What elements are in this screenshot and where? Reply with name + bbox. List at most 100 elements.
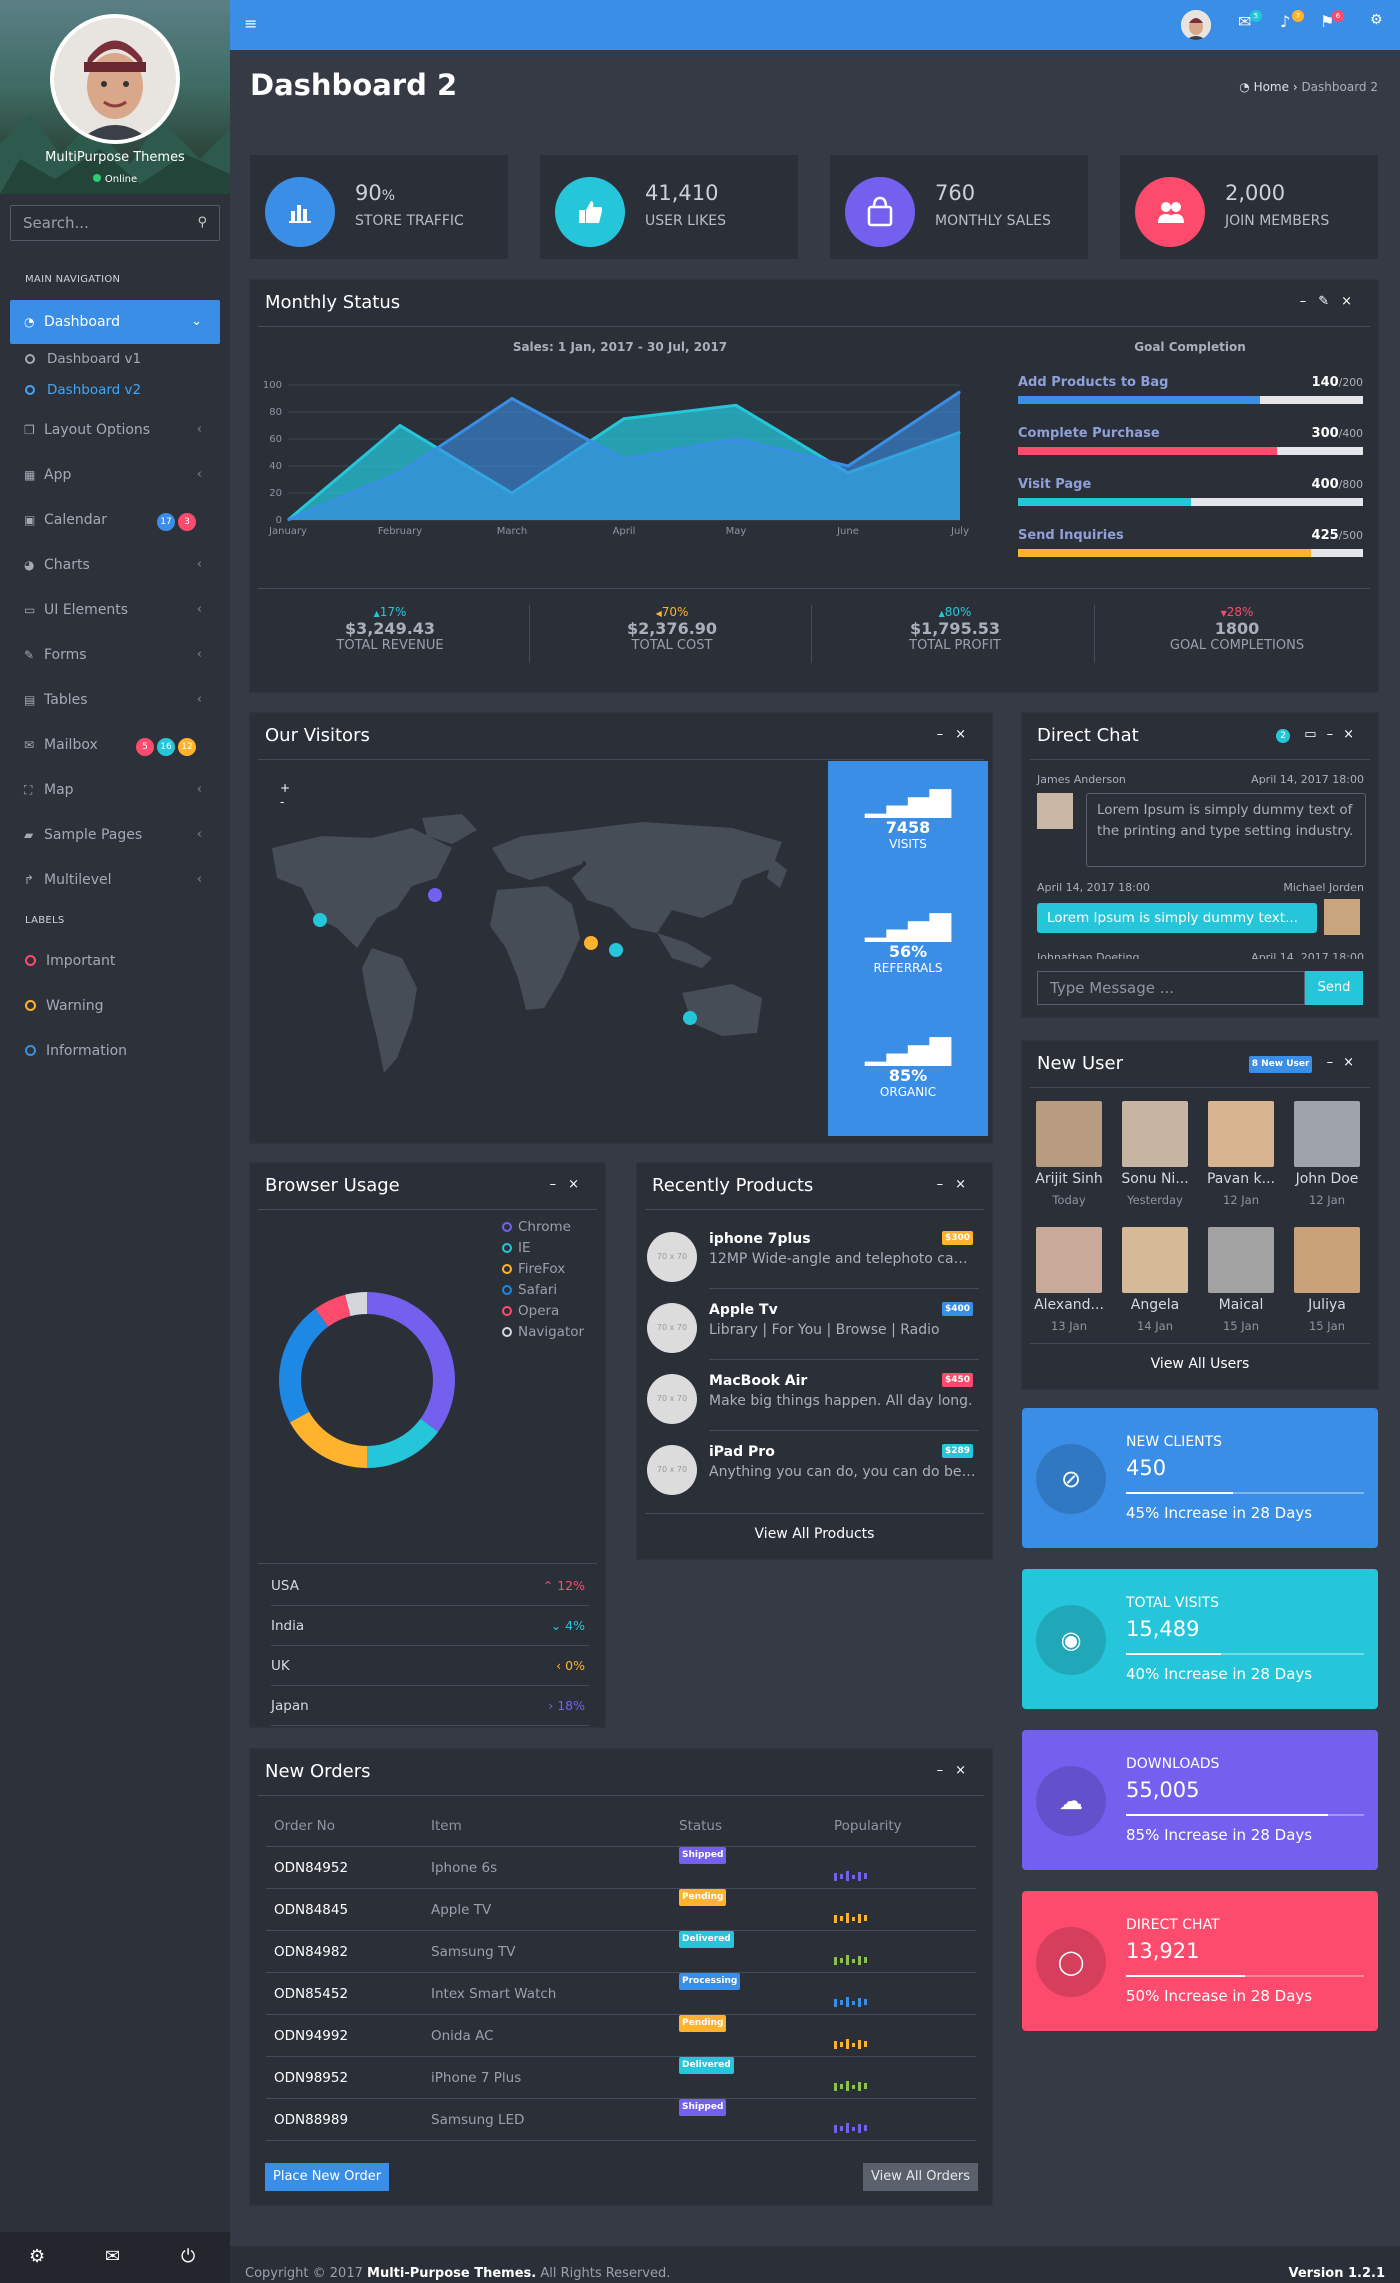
sparkline-bar: [840, 2000, 843, 2005]
map-marker[interactable]: [609, 943, 623, 957]
map-marker[interactable]: [313, 913, 327, 927]
sidebar-item-layout-options[interactable]: ❐ Layout Options ‹: [10, 408, 220, 452]
map-marker[interactable]: [428, 888, 442, 902]
sidebar-item-app[interactable]: ▦ App ‹: [10, 453, 220, 497]
divider: [709, 1288, 979, 1289]
product-name[interactable]: Apple Tv: [709, 1302, 778, 1318]
sidebar-item-ui-elements[interactable]: ▭ UI Elements ‹: [10, 588, 220, 632]
product-name[interactable]: MacBook Air: [709, 1373, 808, 1389]
table-row[interactable]: ODN84982 Samsung TV Delivered: [266, 1931, 976, 1973]
table-row[interactable]: ODN84952 Iphone 6s Shipped: [266, 1847, 976, 1889]
avatar[interactable]: [1294, 1227, 1360, 1293]
minimize-icon[interactable]: –: [1326, 1055, 1344, 1070]
avatar[interactable]: [1036, 1101, 1102, 1167]
zoom-in-button[interactable]: +: [280, 781, 291, 795]
product-item[interactable]: 70 x 70 MacBook Air Make big things happen…: [647, 1361, 987, 1431]
product-item[interactable]: 70 x 70 iphone 7plus 12MP Wide-angle and t…: [647, 1219, 987, 1289]
place-new-order-button[interactable]: Place New Order: [265, 2163, 390, 2191]
wrench-icon[interactable]: ✎: [1318, 294, 1342, 309]
zoom-out-button[interactable]: -: [280, 795, 285, 809]
view-all-orders-button[interactable]: View All Orders: [863, 2163, 978, 2191]
sidebar-item-map[interactable]: ⛶ Map ‹: [10, 768, 220, 812]
product-name[interactable]: iPad Pro: [709, 1444, 775, 1460]
close-icon[interactable]: ×: [1341, 294, 1364, 309]
sidebar-item-calendar[interactable]: ▣ Calendar 17 3: [10, 498, 220, 542]
minimize-icon[interactable]: –: [1299, 294, 1319, 309]
box-title: Monthly Status: [265, 292, 401, 313]
power-icon[interactable]: ⏻: [181, 2246, 196, 2267]
donut-slice: [315, 1294, 351, 1327]
product-item[interactable]: 70 x 70 Apple Tv Library | For You | Brows…: [647, 1290, 987, 1360]
label-important[interactable]: Important: [25, 953, 115, 969]
table-row[interactable]: ODN94992 Onida AC Pending: [266, 2015, 976, 2057]
close-icon[interactable]: ×: [1343, 1055, 1364, 1070]
sidebar-item-dashboard[interactable]: ◔ Dashboard ⌄: [10, 300, 220, 344]
sidebar-item-charts[interactable]: ◕ Charts ‹: [10, 543, 220, 587]
map-zoom-controls: + -: [280, 781, 290, 809]
avatar[interactable]: [1208, 1101, 1274, 1167]
map-marker[interactable]: [683, 1011, 697, 1025]
table-row[interactable]: ODN85452 Intex Smart Watch Processing: [266, 1973, 976, 2015]
user-name[interactable]: Juliya: [1308, 1297, 1346, 1313]
product-item[interactable]: 70 x 70 iPad Pro Anything you can do, you …: [647, 1432, 987, 1502]
data-point: [735, 438, 737, 440]
view-all-products-link[interactable]: View All Products: [754, 1526, 875, 1542]
close-icon[interactable]: ×: [955, 1177, 978, 1192]
user-name[interactable]: Arijit Sinh: [1035, 1171, 1103, 1187]
product-name[interactable]: iphone 7plus: [709, 1231, 811, 1247]
table-row[interactable]: ODN84845 Apple TV Pending: [266, 1889, 976, 1931]
menu-toggle-icon[interactable]: ≡: [244, 14, 258, 33]
envelope-icon[interactable]: ✉: [1238, 12, 1252, 31]
sidebar-item-dashboard-v1[interactable]: Dashboard v1: [25, 351, 141, 367]
user-name[interactable]: John Doe: [1295, 1171, 1359, 1187]
user-name[interactable]: Angela: [1130, 1297, 1180, 1313]
search-input[interactable]: Search... ⚲: [10, 205, 220, 241]
user-name[interactable]: Alexand...: [1034, 1297, 1104, 1313]
divider: [1030, 759, 1370, 760]
bell-icon[interactable]: ♪: [1280, 12, 1291, 31]
search-icon[interactable]: ⚲: [197, 215, 207, 230]
close-icon[interactable]: ×: [1343, 727, 1364, 742]
table-row[interactable]: ODN98952 iPhone 7 Plus Delivered: [266, 2057, 976, 2099]
chat-message-input[interactable]: Type Message ...: [1037, 971, 1305, 1005]
user-name[interactable]: Pavan k...: [1206, 1171, 1276, 1187]
avatar[interactable]: [1294, 1101, 1360, 1167]
envelope-icon[interactable]: ✉: [105, 2246, 121, 2267]
avatar[interactable]: [1122, 1227, 1188, 1293]
minimize-icon[interactable]: –: [1326, 727, 1344, 742]
avatar[interactable]: [1122, 1101, 1188, 1167]
close-icon[interactable]: ×: [955, 1763, 978, 1778]
minimize-icon[interactable]: –: [936, 1763, 956, 1778]
map-marker[interactable]: [584, 936, 598, 950]
brand-link[interactable]: Multi-Purpose Themes.: [367, 2266, 537, 2281]
close-icon[interactable]: ×: [568, 1177, 591, 1192]
gear-icon[interactable]: ⚙: [29, 2246, 46, 2267]
minimize-icon[interactable]: –: [936, 1177, 956, 1192]
label-information[interactable]: Information: [25, 1043, 127, 1059]
breadcrumb-home[interactable]: Home: [1253, 80, 1289, 94]
sidebar-item-tables[interactable]: ▤ Tables ‹: [10, 678, 220, 722]
avatar[interactable]: [1208, 1227, 1274, 1293]
comments-icon[interactable]: ▭: [1304, 727, 1327, 742]
send-button[interactable]: Send: [1305, 971, 1363, 1005]
user-name[interactable]: Maical: [1218, 1297, 1264, 1313]
sidebar-item-mailbox[interactable]: ✉ Mailbox 5 16 12: [10, 723, 220, 767]
avatar[interactable]: [1036, 1227, 1102, 1293]
sidebar-item-forms[interactable]: ✎ Forms ‹: [10, 633, 220, 677]
user-avatar[interactable]: [1181, 10, 1211, 40]
table-row[interactable]: ODN88989 Samsung LED Shipped: [266, 2099, 976, 2141]
view-all-users-link[interactable]: View All Users: [1150, 1356, 1250, 1372]
sidebar-item-label: Map: [44, 782, 74, 798]
label-warning[interactable]: Warning: [25, 998, 104, 1014]
close-icon[interactable]: ×: [955, 727, 978, 742]
user-name[interactable]: Sonu Ni...: [1121, 1171, 1189, 1187]
minimize-icon[interactable]: –: [936, 727, 956, 742]
gear-icon[interactable]: ⚙: [1370, 12, 1383, 28]
flag-icon[interactable]: ⚑: [1320, 12, 1335, 31]
avatar[interactable]: [50, 14, 180, 144]
flag-badge: 6: [1332, 10, 1344, 22]
sidebar-item-dashboard-v2[interactable]: Dashboard v2: [25, 382, 141, 398]
sidebar-item-sample-pages[interactable]: ▰ Sample Pages ‹: [10, 813, 220, 857]
sidebar-item-multilevel[interactable]: ↱ Multilevel ‹: [10, 858, 220, 902]
minimize-icon[interactable]: –: [549, 1177, 569, 1192]
